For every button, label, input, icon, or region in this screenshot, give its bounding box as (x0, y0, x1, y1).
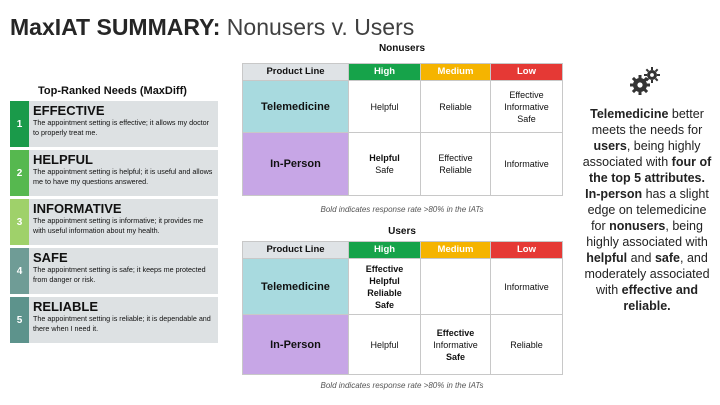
attribute: Informative (504, 101, 549, 112)
col-low: Low (490, 241, 563, 259)
need-description: The appointment setting is informative; … (33, 216, 204, 235)
users-note: Bold indicates response rate >80% in the… (320, 381, 484, 390)
need-rank: 3 (10, 199, 29, 245)
gears-icon (630, 67, 660, 95)
need-item-safe: 4 SAFE The appointment setting is safe; i… (10, 248, 218, 294)
attribute: Helpful (369, 153, 400, 163)
need-description: The appointment setting is reliable; it … (33, 314, 211, 333)
cell-high: Helpful (348, 80, 421, 133)
cell-low: Informative (490, 258, 563, 315)
col-medium: Medium (420, 63, 491, 81)
attribute: Safe (445, 351, 465, 362)
need-name: RELIABLE (33, 299, 98, 314)
need-rank: 2 (10, 150, 29, 196)
attribute: Effective (509, 89, 544, 100)
col-product-line: Product Line (242, 63, 349, 81)
need-name: EFFECTIVE (33, 103, 105, 118)
attribute: Effective (365, 263, 404, 274)
users-table: Product Line High Medium Low Telemedicin… (242, 241, 563, 375)
row-in-person: In-Person (242, 314, 349, 375)
need-rank: 5 (10, 297, 29, 343)
need-name: HELPFUL (33, 152, 93, 167)
cell-medium: Effective Informative Safe (420, 314, 491, 375)
cell-medium: Reliable (420, 80, 491, 133)
nonusers-note: Bold indicates response rate >80% in the… (320, 205, 484, 214)
needs-heading: Top-Ranked Needs (MaxDiff) (38, 85, 187, 97)
cell-high: Helpful Safe (348, 132, 421, 196)
col-low: Low (490, 63, 563, 81)
row-in-person: In-Person (242, 132, 349, 196)
cell-low: Effective Informative Safe (490, 80, 563, 133)
attribute: Effective (436, 327, 475, 338)
need-item-informative: 3 INFORMATIVE The appointment setting is … (10, 199, 218, 245)
attribute: Informative (433, 339, 478, 350)
users-title: Users (388, 226, 416, 237)
cell-high: Helpful (348, 314, 421, 375)
need-rank: 1 (10, 101, 29, 147)
col-medium: Medium (420, 241, 491, 259)
need-description: The appointment setting is effective; it… (33, 118, 210, 137)
page-title: MaxIAT SUMMARY: Nonusers v. Users (10, 14, 414, 41)
title-bold: MaxIAT SUMMARY: (10, 14, 221, 40)
row-telemedicine: Telemedicine (242, 258, 349, 315)
need-description: The appointment setting is helpful; it i… (33, 167, 213, 186)
need-item-effective: 1 EFFECTIVE The appointment setting is ef… (10, 101, 218, 147)
need-name: INFORMATIVE (33, 201, 122, 216)
cell-medium: Effective Reliable (420, 132, 491, 196)
attribute: Safe (375, 165, 394, 175)
nonusers-title: Nonusers (378, 43, 426, 54)
attribute: Reliable (439, 165, 472, 175)
attribute: Helpful (369, 275, 400, 286)
summary-text: Telemedicine better meets the needs for … (582, 107, 712, 313)
need-rank: 4 (10, 248, 29, 294)
need-item-reliable: 5 RELIABLE The appointment setting is rel… (10, 297, 218, 343)
attribute: Safe (517, 113, 536, 124)
row-telemedicine: Telemedicine (242, 80, 349, 133)
attribute: Reliable (367, 287, 402, 298)
title-light: Nonusers v. Users (226, 14, 415, 40)
cell-low: Informative (490, 132, 563, 196)
attribute: Effective (438, 153, 473, 163)
cell-medium (420, 258, 491, 315)
nonusers-table: Product Line High Medium Low Telemedicin… (242, 63, 563, 196)
cell-high: Effective Helpful Reliable Safe (348, 258, 421, 315)
need-item-helpful: 2 HELPFUL The appointment setting is help… (10, 150, 218, 196)
cell-low: Reliable (490, 314, 563, 375)
attribute: Safe (374, 299, 394, 310)
need-name: SAFE (33, 250, 68, 265)
col-high: High (348, 63, 421, 81)
col-product-line: Product Line (242, 241, 349, 259)
need-description: The appointment setting is safe; it keep… (33, 265, 206, 284)
col-high: High (348, 241, 421, 259)
needs-list: 1 EFFECTIVE The appointment setting is ef… (10, 101, 218, 346)
